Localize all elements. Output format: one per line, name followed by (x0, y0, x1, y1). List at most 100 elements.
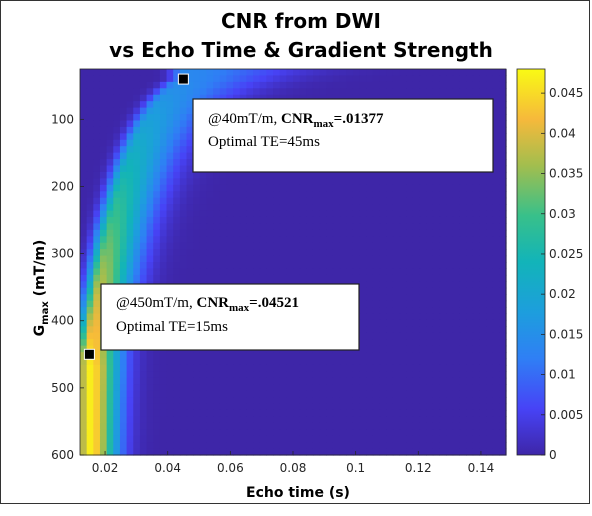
heatmap-cell (266, 377, 274, 385)
heatmap-cell (153, 409, 161, 417)
heatmap-cell (346, 81, 354, 89)
heatmap-cell (133, 88, 141, 96)
x-tick-label: 0.12 (405, 461, 432, 475)
heatmap-cell (126, 178, 134, 186)
heatmap-cell (193, 448, 201, 456)
heatmap-cell (439, 249, 447, 257)
heatmap-cell (346, 352, 354, 360)
heatmap-cell (359, 191, 367, 199)
heatmap-cell (86, 448, 94, 456)
heatmap-cell (93, 197, 101, 205)
heatmap-cell (173, 210, 181, 218)
heatmap-cell (153, 133, 161, 141)
heatmap-cell (352, 403, 361, 411)
heatmap-cell (186, 159, 194, 167)
heatmap-cell (372, 223, 381, 231)
heatmap-cell (386, 94, 394, 102)
heatmap-cell (213, 448, 221, 456)
heatmap-cell (366, 69, 374, 77)
heatmap-cell (206, 216, 214, 224)
heatmap-cell (166, 210, 174, 218)
heatmap-cell (173, 126, 181, 134)
heatmap-cell (159, 249, 168, 257)
heatmap-cell (293, 442, 301, 450)
heatmap-cell (186, 114, 194, 122)
heatmap-cell (306, 75, 314, 83)
heatmap-cell (386, 171, 394, 179)
heatmap-cell (459, 204, 467, 212)
heatmap-cell (293, 75, 301, 83)
heatmap-cell (306, 435, 314, 443)
heatmap-cell (173, 358, 181, 366)
heatmap-cell (279, 171, 287, 179)
heatmap-cell (466, 448, 474, 456)
heatmap-cell (99, 88, 108, 96)
heatmap-cell (146, 268, 154, 276)
heatmap-cell (159, 236, 168, 244)
heatmap-cell (206, 249, 214, 257)
heatmap-cell (106, 274, 114, 282)
heatmap-cell (246, 184, 254, 192)
heatmap-cell (173, 384, 181, 392)
heatmap-cell (219, 223, 228, 231)
heatmap-cell (213, 274, 221, 282)
heatmap-cell (306, 249, 314, 257)
heatmap-cell (432, 191, 441, 199)
heatmap-cell (432, 223, 441, 231)
heatmap-cell (492, 191, 500, 199)
heatmap-cell (253, 171, 261, 179)
heatmap-cell (80, 126, 88, 134)
heatmap-cell (293, 197, 301, 205)
heatmap-cell (439, 210, 447, 218)
heatmap-cell (86, 184, 94, 192)
heatmap-cell (179, 255, 188, 263)
heatmap-cell (273, 397, 281, 405)
heatmap-cell (259, 429, 267, 437)
heatmap-cell (446, 184, 454, 192)
heatmap-cell (179, 152, 188, 160)
heatmap-cell (133, 435, 141, 443)
heatmap-cell (339, 397, 347, 405)
heatmap-cell (372, 184, 381, 192)
heatmap-cell (406, 307, 414, 315)
heatmap-cell (146, 88, 154, 96)
heatmap-cell (86, 442, 94, 450)
heatmap-cell (486, 377, 494, 385)
heatmap-cell (472, 171, 480, 179)
heatmap-cell (446, 171, 454, 179)
heatmap-cell (119, 94, 128, 102)
heatmap-cell (226, 204, 234, 212)
heatmap-cell (412, 345, 421, 353)
heatmap-cell (139, 126, 148, 134)
heatmap-cell (146, 101, 154, 109)
heatmap-cell (499, 429, 507, 437)
heatmap-cell (139, 448, 148, 456)
heatmap-cell (93, 184, 101, 192)
heatmap-cell (153, 242, 161, 250)
heatmap-cell (392, 377, 401, 385)
heatmap-cell (219, 429, 228, 437)
heatmap-cell (299, 236, 307, 244)
heatmap-cell (406, 268, 414, 276)
heatmap-cell (233, 94, 241, 102)
heatmap-cell (239, 229, 248, 237)
heatmap-cell (253, 435, 261, 443)
heatmap-cell (299, 81, 307, 89)
heatmap-cell (159, 114, 168, 122)
heatmap-cell (146, 216, 154, 224)
heatmap-cell (259, 364, 267, 372)
heatmap-cell (419, 268, 427, 276)
heatmap-cell (166, 429, 174, 437)
heatmap-cell (159, 204, 168, 212)
heatmap-cell (239, 448, 248, 456)
heatmap-cell (432, 287, 441, 295)
heatmap-cell (332, 88, 341, 96)
heatmap-cell (452, 332, 461, 340)
heatmap-cell (472, 262, 480, 270)
heatmap-cell (486, 236, 494, 244)
heatmap-cell (372, 249, 381, 257)
heatmap-cell (332, 262, 341, 270)
heatmap-cell (173, 255, 181, 263)
heatmap-cell (499, 352, 507, 360)
heatmap-cell (326, 422, 334, 430)
